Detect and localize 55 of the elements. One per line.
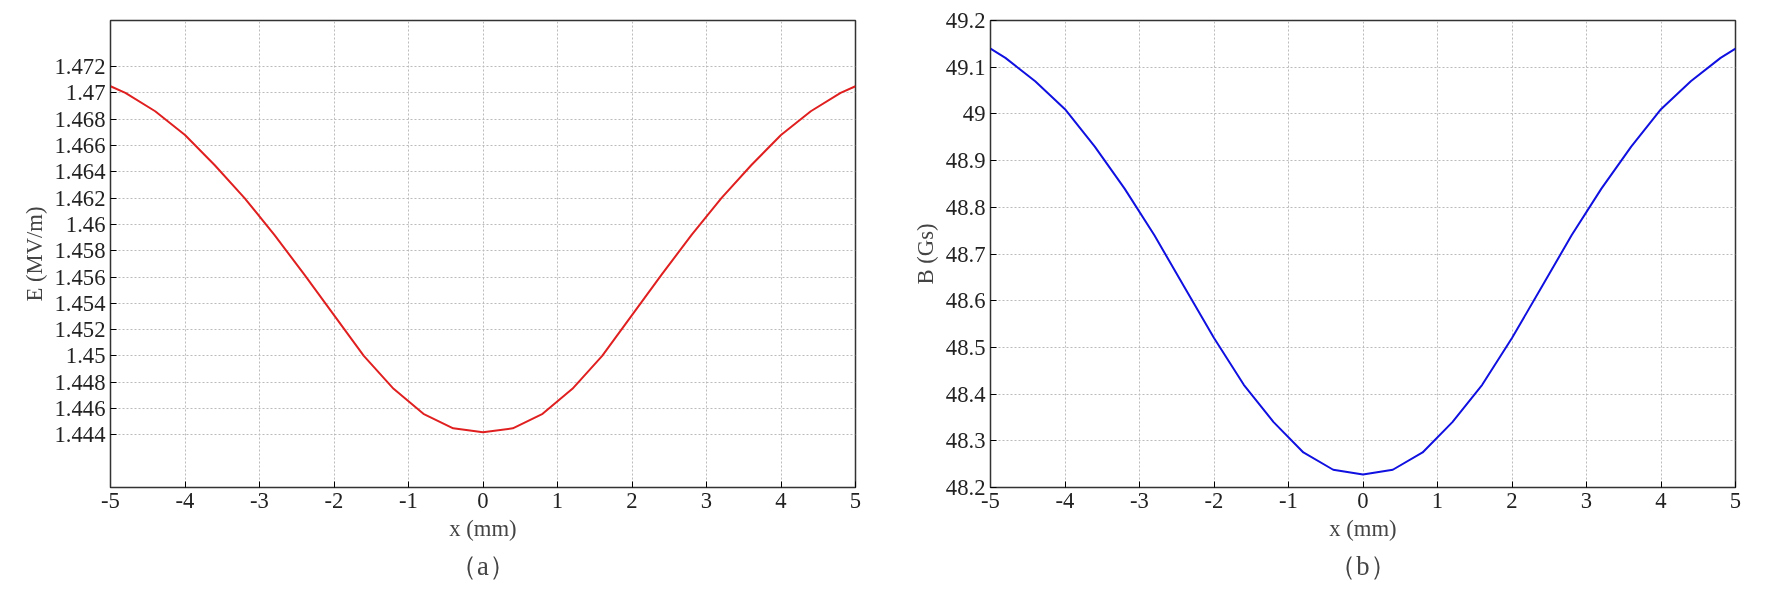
text: （b） bbox=[1329, 550, 1397, 581]
x-tick-label: 3 bbox=[1580, 487, 1593, 513]
y-tick-label: 1.444 bbox=[54, 422, 106, 448]
y-tick-label: 1.454 bbox=[54, 290, 106, 316]
x-tick-label: -2 bbox=[1204, 487, 1224, 513]
y-tick-label: 1.472 bbox=[54, 54, 106, 80]
x-tick-label: 2 bbox=[1506, 487, 1518, 513]
x-tick-label: 1 bbox=[551, 487, 564, 513]
x-tick-label: 0 bbox=[1357, 487, 1369, 513]
x-tick-label: 2 bbox=[626, 487, 638, 513]
y-tick-label: 1.462 bbox=[54, 185, 106, 211]
y-tick-label: 1.448 bbox=[54, 369, 106, 395]
y-tick-label: 48.8 bbox=[945, 194, 986, 220]
line-series bbox=[990, 47, 1736, 476]
x-axis-title: x (mm) bbox=[1329, 515, 1397, 541]
y-tick-label: 48.6 bbox=[945, 288, 986, 314]
y-tick-label: 49.2 bbox=[945, 8, 986, 33]
x-tick-label: 5 bbox=[1729, 487, 1742, 513]
x-tick-label: -5 bbox=[101, 487, 120, 513]
x-tick-label: -3 bbox=[250, 487, 269, 513]
y-tick-label: 49.1 bbox=[945, 54, 986, 80]
text: （a） bbox=[450, 550, 516, 581]
x-tick-label: 4 bbox=[1655, 487, 1667, 513]
x-axis-title: x (mm) bbox=[449, 515, 517, 541]
y-tick-label: 48.5 bbox=[945, 334, 986, 360]
x-tick-label: 3 bbox=[700, 487, 713, 513]
y-tick-label: 1.46 bbox=[65, 211, 106, 237]
y-tick-label: 1.446 bbox=[54, 396, 106, 422]
y-tick-label: 1.458 bbox=[54, 238, 106, 264]
y-axis-title: B (Gs) bbox=[912, 223, 938, 285]
x-tick-label: -1 bbox=[399, 487, 418, 513]
y-tick-label: 48.3 bbox=[945, 428, 986, 454]
x-tick-label: 5 bbox=[849, 487, 862, 513]
x-tick-label: 0 bbox=[477, 487, 489, 513]
y-tick-label: 1.468 bbox=[54, 106, 106, 132]
y-tick-label: 48.7 bbox=[945, 241, 986, 267]
line-series bbox=[110, 85, 856, 434]
y-tick-label: 1.452 bbox=[54, 317, 106, 343]
x-tick-label: -4 bbox=[175, 487, 195, 513]
y-tick-label: 48.9 bbox=[945, 148, 986, 174]
x-tick-label: -1 bbox=[1279, 487, 1298, 513]
x-tick-label: -4 bbox=[1055, 487, 1075, 513]
y-axis-title: E (MV/m) bbox=[21, 206, 47, 302]
x-tick-label: 1 bbox=[1431, 487, 1444, 513]
y-tick-label: 48.4 bbox=[945, 381, 986, 407]
x-tick-label: -2 bbox=[324, 487, 344, 513]
y-tick-label: 1.47 bbox=[65, 80, 106, 106]
y-tick-label: 1.466 bbox=[54, 132, 106, 158]
y-tick-label: 1.45 bbox=[65, 343, 106, 369]
y-tick-label: 1.456 bbox=[54, 264, 106, 290]
y-tick-label: 49 bbox=[962, 101, 986, 127]
x-tick-label: 4 bbox=[775, 487, 787, 513]
x-tick-label: -3 bbox=[1130, 487, 1149, 513]
y-tick-label: 1.464 bbox=[54, 159, 106, 185]
y-tick-label: 48.2 bbox=[945, 475, 986, 500]
